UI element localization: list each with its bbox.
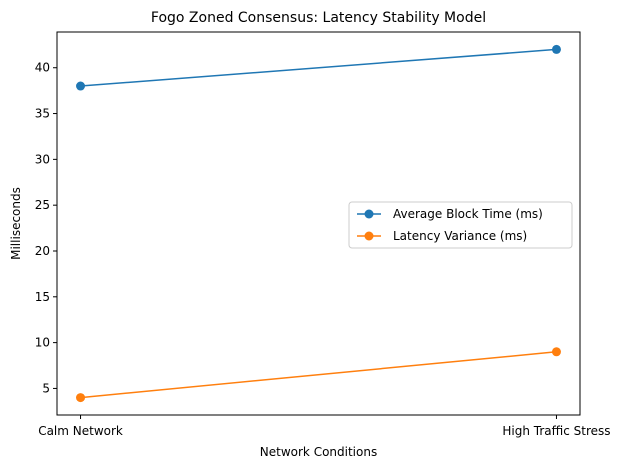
data-point: [551, 347, 561, 357]
y-tick-label: 5: [42, 381, 50, 395]
data-point: [76, 393, 86, 403]
series-1: [76, 347, 561, 403]
legend-marker: [364, 209, 374, 219]
y-tick-label: 30: [35, 152, 50, 166]
data-point: [76, 81, 86, 91]
y-tick-label: 25: [35, 198, 50, 212]
series-layer: [76, 44, 561, 403]
data-point: [551, 44, 561, 54]
x-axis: Calm Network High Traffic Stress: [38, 415, 611, 438]
chart-title: Fogo Zoned Consensus: Latency Stability …: [151, 10, 486, 26]
series-line: [80, 351, 557, 399]
x-axis-label: Network Conditions: [260, 445, 377, 459]
legend-item: Average Block Time (ms): [357, 207, 543, 221]
legend-label: Average Block Time (ms): [393, 207, 543, 221]
y-axis: 5 10 15 20 25 30 35 40: [35, 61, 57, 395]
y-tick-label: 15: [35, 290, 50, 304]
plot-area: [56, 31, 581, 416]
y-tick-label: 35: [35, 107, 50, 121]
series-0: [76, 44, 561, 91]
x-tick-label: High Traffic Stress: [502, 424, 610, 438]
legend-label: Latency Variance (ms): [393, 229, 527, 243]
y-tick-label: 40: [35, 61, 50, 75]
x-tick-label: Calm Network: [38, 424, 123, 438]
legend-marker: [364, 231, 374, 241]
y-tick-label: 20: [35, 244, 50, 258]
y-axis-label: Milliseconds: [9, 187, 23, 260]
y-tick-label: 10: [35, 336, 50, 350]
legend-box: [348, 201, 573, 249]
legend: Average Block Time (ms) Latency Variance …: [348, 201, 573, 249]
legend-item: Latency Variance (ms): [357, 229, 527, 243]
series-line: [80, 48, 557, 87]
